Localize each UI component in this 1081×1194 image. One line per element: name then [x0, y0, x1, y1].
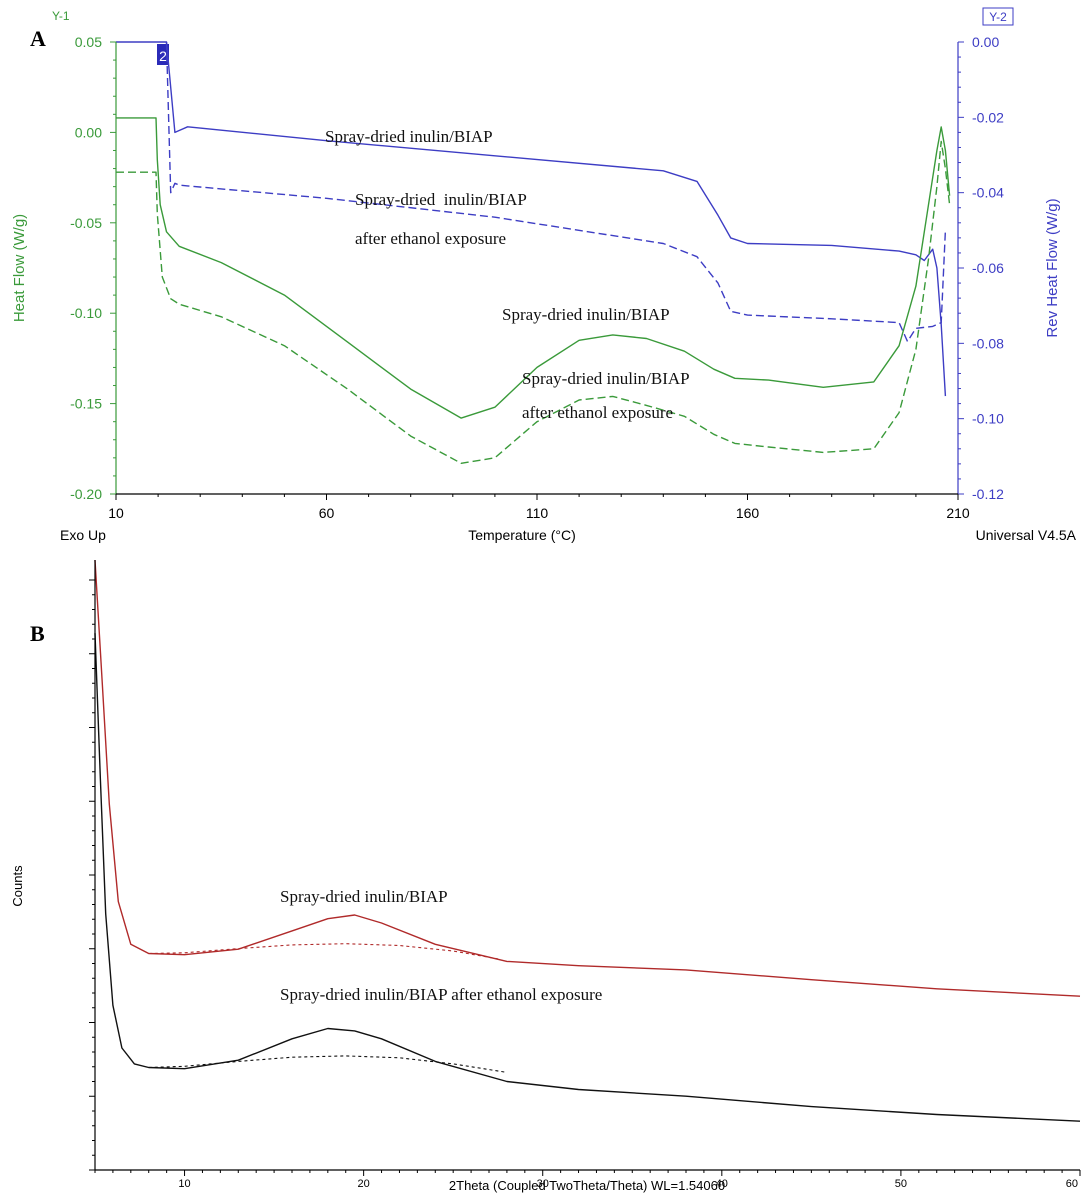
rev-heat-flow-line — [116, 41, 947, 397]
y2-tick-label: 0.00 — [972, 34, 999, 50]
heat-flow-ethanol-line — [116, 140, 951, 464]
panel-label-a: A — [30, 26, 46, 51]
y2-tick-label: -0.06 — [972, 260, 1004, 276]
y2-tick-label: -0.08 — [972, 335, 1004, 351]
rev-heat-flow-ethanol-line — [165, 41, 947, 343]
software-label: Universal V4.5A — [976, 527, 1077, 543]
y1-tag: Y-1 — [52, 9, 70, 23]
dsc-series — [116, 41, 951, 464]
y2-axis-title: Rev Heat Flow (W/g) — [1044, 198, 1061, 337]
y2-tick-label: -0.04 — [972, 185, 1004, 201]
annotation-green-solid: Spray-dried inulin/BIAP — [502, 305, 670, 324]
x-tick-label: 10 — [108, 505, 124, 521]
marker-tag: 2 — [159, 48, 167, 64]
y1-tick-label: -0.05 — [70, 215, 102, 231]
annotation-blue-solid: Spray-dried inulin/BIAP — [325, 127, 493, 146]
xrd-ethanol-line — [94, 633, 1081, 1122]
annotation-blue-dashed-1: Spray-dried inulin/BIAP — [355, 190, 527, 209]
annotation-green-dashed-1: Spray-dried inulin/BIAP — [522, 369, 690, 388]
y1-tick-label: -0.20 — [70, 486, 102, 502]
y-axis-title: Counts — [10, 865, 25, 907]
heat-flow-line — [116, 117, 951, 419]
x-tick-label: 20 — [358, 1178, 370, 1190]
x-tick-label: 210 — [946, 505, 970, 521]
x-tick-label: 60 — [1066, 1178, 1078, 1190]
xrd-ethanol-amorphous-halo — [148, 1055, 507, 1073]
y1-ticks: 0.05 0.00 -0.05 -0.10 -0.15 -0.20 — [70, 34, 116, 502]
x-tick-label: 60 — [319, 505, 335, 521]
y2-tag-box: Y-2 — [982, 7, 1014, 26]
y1-tick-label: 0.00 — [75, 124, 102, 140]
x-axis-title: 2Theta (Coupled TwoTheta/Theta) WL=1.540… — [449, 1178, 725, 1193]
y2-tick-label: -0.02 — [972, 109, 1004, 125]
annotation-green-dashed-2: after ethanol exposure — [522, 403, 673, 422]
xrd-inulin-line — [94, 559, 1081, 997]
y2-tick-label: -0.12 — [972, 486, 1004, 502]
x-tick-label: 110 — [526, 505, 549, 521]
annotation-blue-dashed-2: after ethanol exposure — [355, 229, 506, 248]
xrd-series — [94, 559, 1081, 1122]
panel-label-b: B — [30, 621, 45, 646]
x-axis-title: Temperature (°C) — [468, 527, 576, 543]
xrd-panel: B 10 20 30 40 50 60 2Theta (Coupled TwoTheta/… — [10, 559, 1081, 1193]
xrd-inulin-amorphous-halo — [148, 943, 499, 960]
marker-tag-box: 2 — [157, 44, 169, 65]
x-ticks: 10 20 30 40 50 60 — [94, 1170, 1081, 1190]
dsc-panel: A Y-1 Y-2 2 0.05 0.00 -0.05 -0.10 -0.15 -0.20… — [11, 7, 1077, 543]
x-tick-label: 160 — [736, 505, 760, 521]
y1-tick-label: -0.15 — [70, 396, 102, 412]
y-minor-ticks — [89, 579, 95, 1171]
x-tick-label: 30 — [537, 1178, 549, 1190]
y1-tick-label: 0.05 — [75, 34, 102, 50]
exo-up-label: Exo Up — [60, 527, 106, 543]
annotation-upper: Spray-dried inulin/BIAP — [280, 887, 448, 906]
x-tick-label: 40 — [716, 1178, 728, 1190]
y1-tick-label: -0.10 — [70, 305, 102, 321]
y2-ticks: 0.00 -0.02 -0.04 -0.06 -0.08 -0.10 -0.12 — [958, 34, 1004, 502]
x-tick-label: 50 — [895, 1178, 907, 1190]
x-tick-label: 10 — [178, 1178, 190, 1190]
y1-axis-title: Heat Flow (W/g) — [11, 214, 28, 322]
annotation-lower: Spray-dried inulin/BIAP after ethanol ex… — [280, 985, 602, 1004]
x-ticks: 10 60 110 160 210 — [108, 494, 970, 521]
y2-tag: Y-2 — [989, 10, 1007, 24]
y2-tick-label: -0.10 — [972, 411, 1004, 427]
